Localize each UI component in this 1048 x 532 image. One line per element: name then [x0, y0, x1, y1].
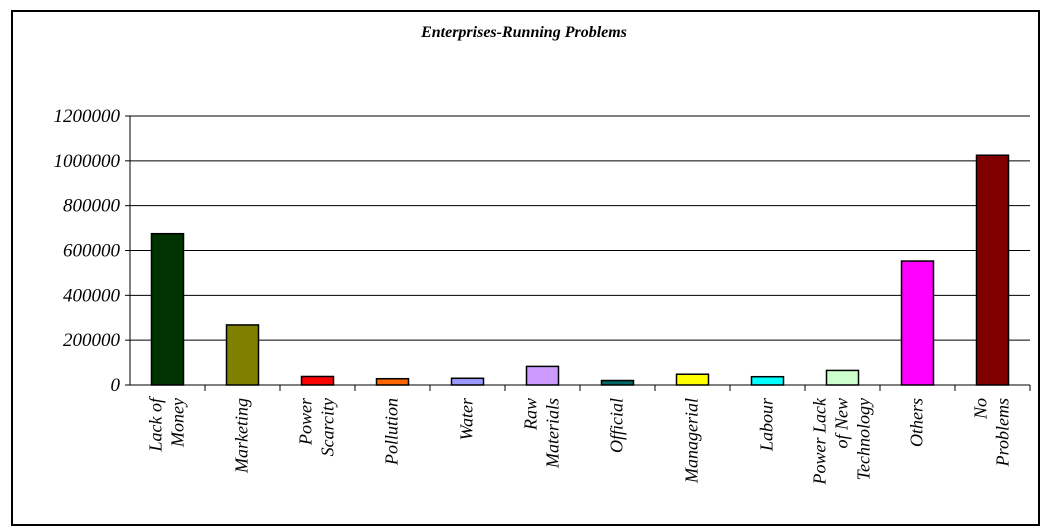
axes: [125, 115, 1031, 391]
y-tick-label: 0: [111, 375, 121, 396]
y-tick-label: 200000: [63, 330, 121, 351]
x-tick-label-line: Materials: [543, 398, 563, 469]
x-tick-label: Raw Materials: [521, 398, 563, 469]
x-tick-label: Power Lack of New Technology: [810, 397, 874, 485]
bar: [675, 373, 710, 386]
x-tick-label: Power Scarcity: [296, 397, 338, 456]
x-tick-label-line: No: [971, 398, 991, 420]
x-tick-label-line: Power Lack: [810, 397, 830, 485]
bars: [150, 154, 1010, 386]
y-tick-label: 600000: [63, 241, 121, 262]
bar: [750, 375, 785, 386]
x-tick-labels: Lack of Money Marketing Power Scarcity Pollut…: [146, 395, 1013, 485]
x-tick-label: Water: [457, 397, 477, 440]
x-tick-label: Marketing: [232, 398, 252, 474]
x-tick-label: Managerial: [682, 398, 702, 484]
x-tick-label-line: of New: [832, 398, 852, 449]
bar: [375, 377, 410, 386]
x-tick-label-line: Managerial: [682, 398, 702, 484]
y-tick-labels: 0 200000 400000 600000 800000 1000000 1200000: [54, 106, 121, 396]
x-tick-label-line: Others: [907, 398, 927, 447]
x-tick-label-line: Water: [457, 397, 477, 440]
bar: [825, 369, 860, 386]
x-tick-label-line: Lack of: [146, 395, 166, 452]
x-tick-label-line: Money: [168, 398, 188, 448]
x-tick-label-line: Labour: [757, 397, 777, 452]
x-tick-label: Labour: [757, 397, 777, 452]
x-tick-label-line: Raw: [521, 398, 541, 431]
x-tick-label-line: Problems: [993, 398, 1013, 467]
x-tick-label: Official: [607, 398, 627, 453]
x-tick-label: No Problems: [971, 398, 1013, 467]
x-tick-label-line: Pollution: [382, 398, 402, 466]
x-tick-label-line: Official: [607, 398, 627, 453]
bar: [975, 154, 1010, 386]
x-tick-label: Lack of Money: [146, 395, 188, 452]
y-tick-label: 1200000: [54, 106, 121, 127]
bar: [900, 260, 935, 386]
y-tick-label: 800000: [63, 196, 121, 217]
bar: [450, 377, 485, 386]
chart-title: Enterprises-Running Problems: [421, 24, 627, 41]
x-tick-label: Pollution: [382, 398, 402, 466]
bar: [300, 375, 335, 386]
x-tick-label-line: Technology: [854, 398, 874, 480]
y-tick-label: 1000000: [54, 151, 121, 172]
bar: [600, 379, 635, 386]
x-tick-label-line: Marketing: [232, 398, 252, 474]
x-tick-label: Others: [907, 398, 927, 447]
x-tick-label-line: Power: [296, 397, 316, 446]
gridlines: [130, 115, 1030, 341]
bar: [525, 365, 560, 386]
x-tick-label-line: Scarcity: [318, 398, 338, 456]
bar: [225, 324, 260, 386]
bar: [150, 232, 185, 386]
y-tick-label: 400000: [63, 285, 121, 306]
